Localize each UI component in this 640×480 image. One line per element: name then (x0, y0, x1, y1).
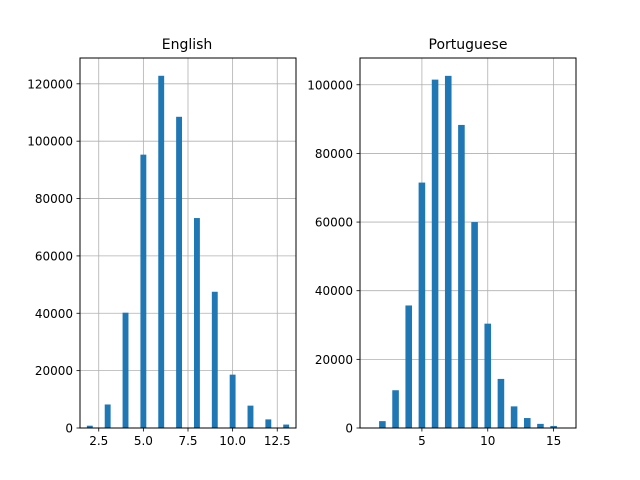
english-x-tick-label: 2.5 (89, 434, 108, 448)
portuguese-histogram-bar (418, 182, 426, 428)
english-histogram-bar (140, 154, 147, 428)
english-histogram-bar (247, 405, 254, 428)
english-histogram-bar (176, 116, 183, 428)
portuguese-y-tick-label: 60000 (315, 216, 353, 230)
portuguese-bars (379, 75, 557, 428)
portuguese-histogram-bar (523, 418, 531, 428)
portuguese-x-tick-label: 15 (546, 434, 561, 448)
english-y-tick-label: 100000 (27, 135, 73, 149)
portuguese-histogram-bar (550, 425, 557, 428)
english-y-tick-label: 60000 (35, 249, 73, 263)
portuguese-histogram-bar (392, 390, 399, 428)
english-histogram-bar (86, 425, 93, 428)
english-y-tick-label: 80000 (35, 192, 73, 206)
english-y-tick-label: 120000 (27, 77, 73, 91)
portuguese-histogram-bar (444, 75, 452, 428)
portuguese-x-ticks: 5 10 15 (418, 428, 561, 448)
portuguese-histogram-bar (471, 222, 478, 428)
english-histogram-bar (265, 419, 272, 428)
portuguese-y-tick-label: 20000 (315, 353, 353, 367)
portuguese-y-tick-label: 0 (345, 422, 353, 436)
english-x-tick-label: 5.0 (134, 434, 153, 448)
english-histogram-bar (211, 291, 218, 428)
portuguese-y-tick-label: 40000 (315, 284, 353, 298)
portuguese-y-tick-label: 80000 (315, 147, 353, 161)
english-histogram-bar (122, 312, 129, 428)
portuguese-histogram-bar (484, 323, 492, 428)
portuguese-histogram-bar (431, 79, 439, 428)
portuguese-histogram-bar (379, 421, 386, 428)
portuguese-histogram-bar (537, 423, 544, 428)
portuguese-histogram-bar (497, 378, 505, 428)
portuguese-histogram-panel: Portuguese 5 10 15 0 20000 40000 60000 80000 10… (307, 37, 577, 448)
english-grid (80, 58, 296, 429)
english-histogram-panel: English 2.5 5.0 7.5 10.0 12.5 0 20000 40000 600… (27, 37, 297, 448)
english-histogram-bar (283, 424, 290, 428)
english-y-tick-label: 40000 (35, 307, 73, 321)
english-bars (86, 75, 290, 428)
portuguese-y-ticks: 0 20000 40000 60000 80000 100000 (307, 78, 360, 436)
english-x-tick-label: 10.0 (219, 434, 246, 448)
english-histogram-bar (193, 218, 200, 428)
english-histogram-bar (104, 404, 111, 428)
english-histogram-bar (229, 374, 236, 428)
portuguese-y-tick-label: 100000 (307, 78, 353, 92)
portuguese-histogram-bar (405, 305, 413, 428)
english-x-tick-label: 7.5 (178, 434, 197, 448)
english-y-tick-label: 20000 (35, 364, 73, 378)
english-x-ticks: 2.5 5.0 7.5 10.0 12.5 (89, 428, 291, 448)
english-y-tick-label: 0 (65, 422, 73, 436)
portuguese-chart-title: Portuguese (429, 37, 508, 53)
english-x-tick-label: 12.5 (264, 434, 291, 448)
portuguese-histogram-bar (458, 124, 465, 428)
english-y-ticks: 0 20000 40000 60000 80000 100000 120000 (27, 77, 80, 436)
portuguese-x-tick-label: 10 (480, 434, 495, 448)
portuguese-axes-frame (359, 57, 577, 429)
english-chart-title: English (162, 37, 213, 53)
english-histogram-bar (158, 75, 165, 428)
portuguese-x-tick-label: 5 (418, 434, 426, 448)
portuguese-histogram-bar (510, 406, 518, 428)
